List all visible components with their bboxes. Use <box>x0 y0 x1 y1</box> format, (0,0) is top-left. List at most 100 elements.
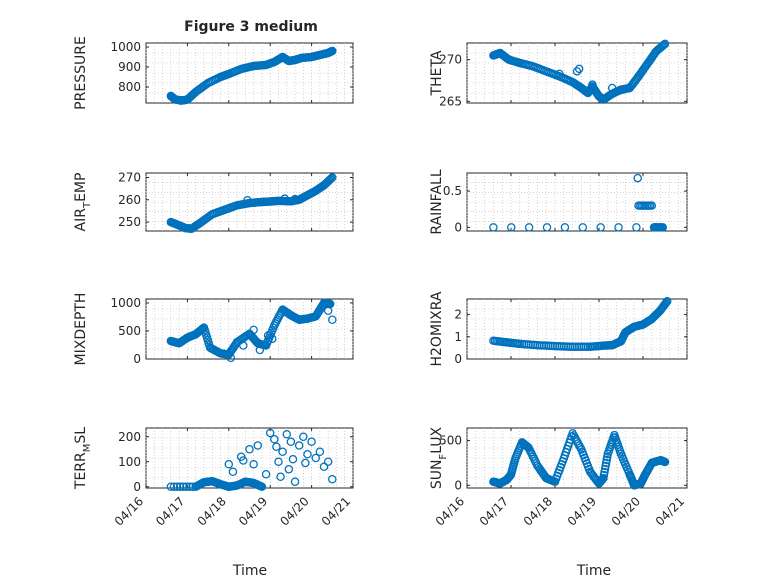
data-points <box>489 39 670 104</box>
x-tick-label: 04/19 <box>236 494 270 528</box>
data-point <box>328 474 337 484</box>
data-point <box>323 306 333 316</box>
x-axis-label: Time <box>576 563 611 579</box>
y-tick-label: 200 <box>118 430 141 444</box>
data-point <box>607 83 617 93</box>
data-point <box>278 447 287 456</box>
data-point <box>290 477 300 486</box>
data-point <box>265 428 275 438</box>
data-point <box>179 482 188 491</box>
data-point <box>328 173 337 182</box>
x-tick-label: 04/17 <box>153 494 187 528</box>
data-point <box>172 482 182 491</box>
data-point <box>245 444 254 454</box>
data-point <box>658 41 668 50</box>
y-axis-label: MIXDEPTH <box>73 293 89 366</box>
data-point <box>294 441 304 450</box>
data-point <box>647 201 657 210</box>
data-points <box>166 46 337 105</box>
y-tick-label: 1 <box>454 330 462 344</box>
data-point <box>578 223 588 232</box>
x-tick-label: 04/16 <box>433 494 467 528</box>
data-point <box>301 458 310 468</box>
x-tick-label: 04/16 <box>112 494 146 528</box>
data-point <box>560 223 570 232</box>
axes-box <box>145 427 354 489</box>
data-point <box>307 437 316 446</box>
data-point <box>299 432 308 441</box>
data-point <box>660 457 670 467</box>
chart-title: Figure 3 medium <box>184 19 318 35</box>
y-tick-label: 1000 <box>110 40 141 54</box>
data-point <box>662 298 671 307</box>
data-point <box>328 315 337 324</box>
x-tick-label: 04/19 <box>565 494 599 528</box>
y-tick-label: 800 <box>118 80 141 94</box>
y-axis-label: THETA <box>429 50 445 96</box>
panel-8: 0 500 04/16 04/17 04/18 04/19 04/20 04/21 SUNFLU… <box>429 426 688 529</box>
data-points <box>166 298 337 363</box>
data-point <box>600 467 609 477</box>
y-tick-label: 0 <box>454 220 462 234</box>
data-point <box>661 299 670 308</box>
data-point <box>658 223 668 232</box>
data-point <box>288 454 298 464</box>
data-point <box>588 80 597 89</box>
data-point <box>198 324 208 333</box>
data-point <box>290 194 300 204</box>
panel-7: 0 100 200 04/16 04/17 04/18 04/19 04/20 04/21 TER… <box>73 427 354 529</box>
data-point <box>524 223 534 232</box>
data-point <box>175 482 185 491</box>
data-point <box>633 173 642 183</box>
data-point <box>249 325 258 335</box>
y-tick-label: 0 <box>133 480 141 494</box>
data-point <box>169 482 179 491</box>
y-tick-label: 900 <box>118 60 141 74</box>
data-point <box>228 467 238 476</box>
data-point <box>659 40 669 50</box>
y-tick-label: 2 <box>454 308 462 322</box>
data-point <box>327 174 336 183</box>
y-tick-label: 0 <box>454 352 462 366</box>
data-point <box>286 437 296 446</box>
x-tick-label: 04/21 <box>319 494 353 528</box>
data-point <box>596 223 605 232</box>
panel-3: 250 260 270 AIRTEMP <box>73 170 354 234</box>
y-tick-label: 500 <box>439 434 462 448</box>
data-point <box>303 449 312 459</box>
data-point <box>601 461 610 471</box>
x-axis-label: Time <box>232 563 267 579</box>
y-axis-label: H2OMIXRA <box>429 291 445 366</box>
y-axis-label: TERRMSL <box>73 427 93 490</box>
data-point <box>542 223 552 232</box>
x-tick-label: 04/18 <box>195 494 229 528</box>
y-tick-label: 0 <box>133 352 141 366</box>
y-axis-label: SUNFLUX <box>429 426 449 489</box>
y-tick-label: 100 <box>118 455 141 469</box>
data-point <box>323 457 333 466</box>
data-point <box>243 330 253 340</box>
data-point <box>601 458 611 468</box>
data-point <box>507 223 516 232</box>
data-point <box>614 223 623 232</box>
y-tick-label: 270 <box>439 53 462 67</box>
y-tick-label: 270 <box>118 170 141 184</box>
data-points <box>166 173 337 234</box>
y-axis-label: RAINFALL <box>429 169 445 234</box>
data-point <box>315 447 325 456</box>
data-point <box>618 85 628 94</box>
data-point <box>166 482 176 491</box>
data-point <box>274 457 283 466</box>
panel-1: 800 900 1000 PRESSURE <box>73 36 354 110</box>
x-tick-label: 04/20 <box>277 494 311 528</box>
x-tick-label: 04/20 <box>609 494 643 528</box>
data-point <box>257 482 267 491</box>
data-point <box>272 442 281 451</box>
y-tick-label: 260 <box>118 193 141 207</box>
data-point <box>328 46 337 56</box>
data-point <box>226 353 236 363</box>
data-point <box>270 434 279 444</box>
panel-5: 0 500 1000 MIXDEPTH <box>73 293 354 366</box>
